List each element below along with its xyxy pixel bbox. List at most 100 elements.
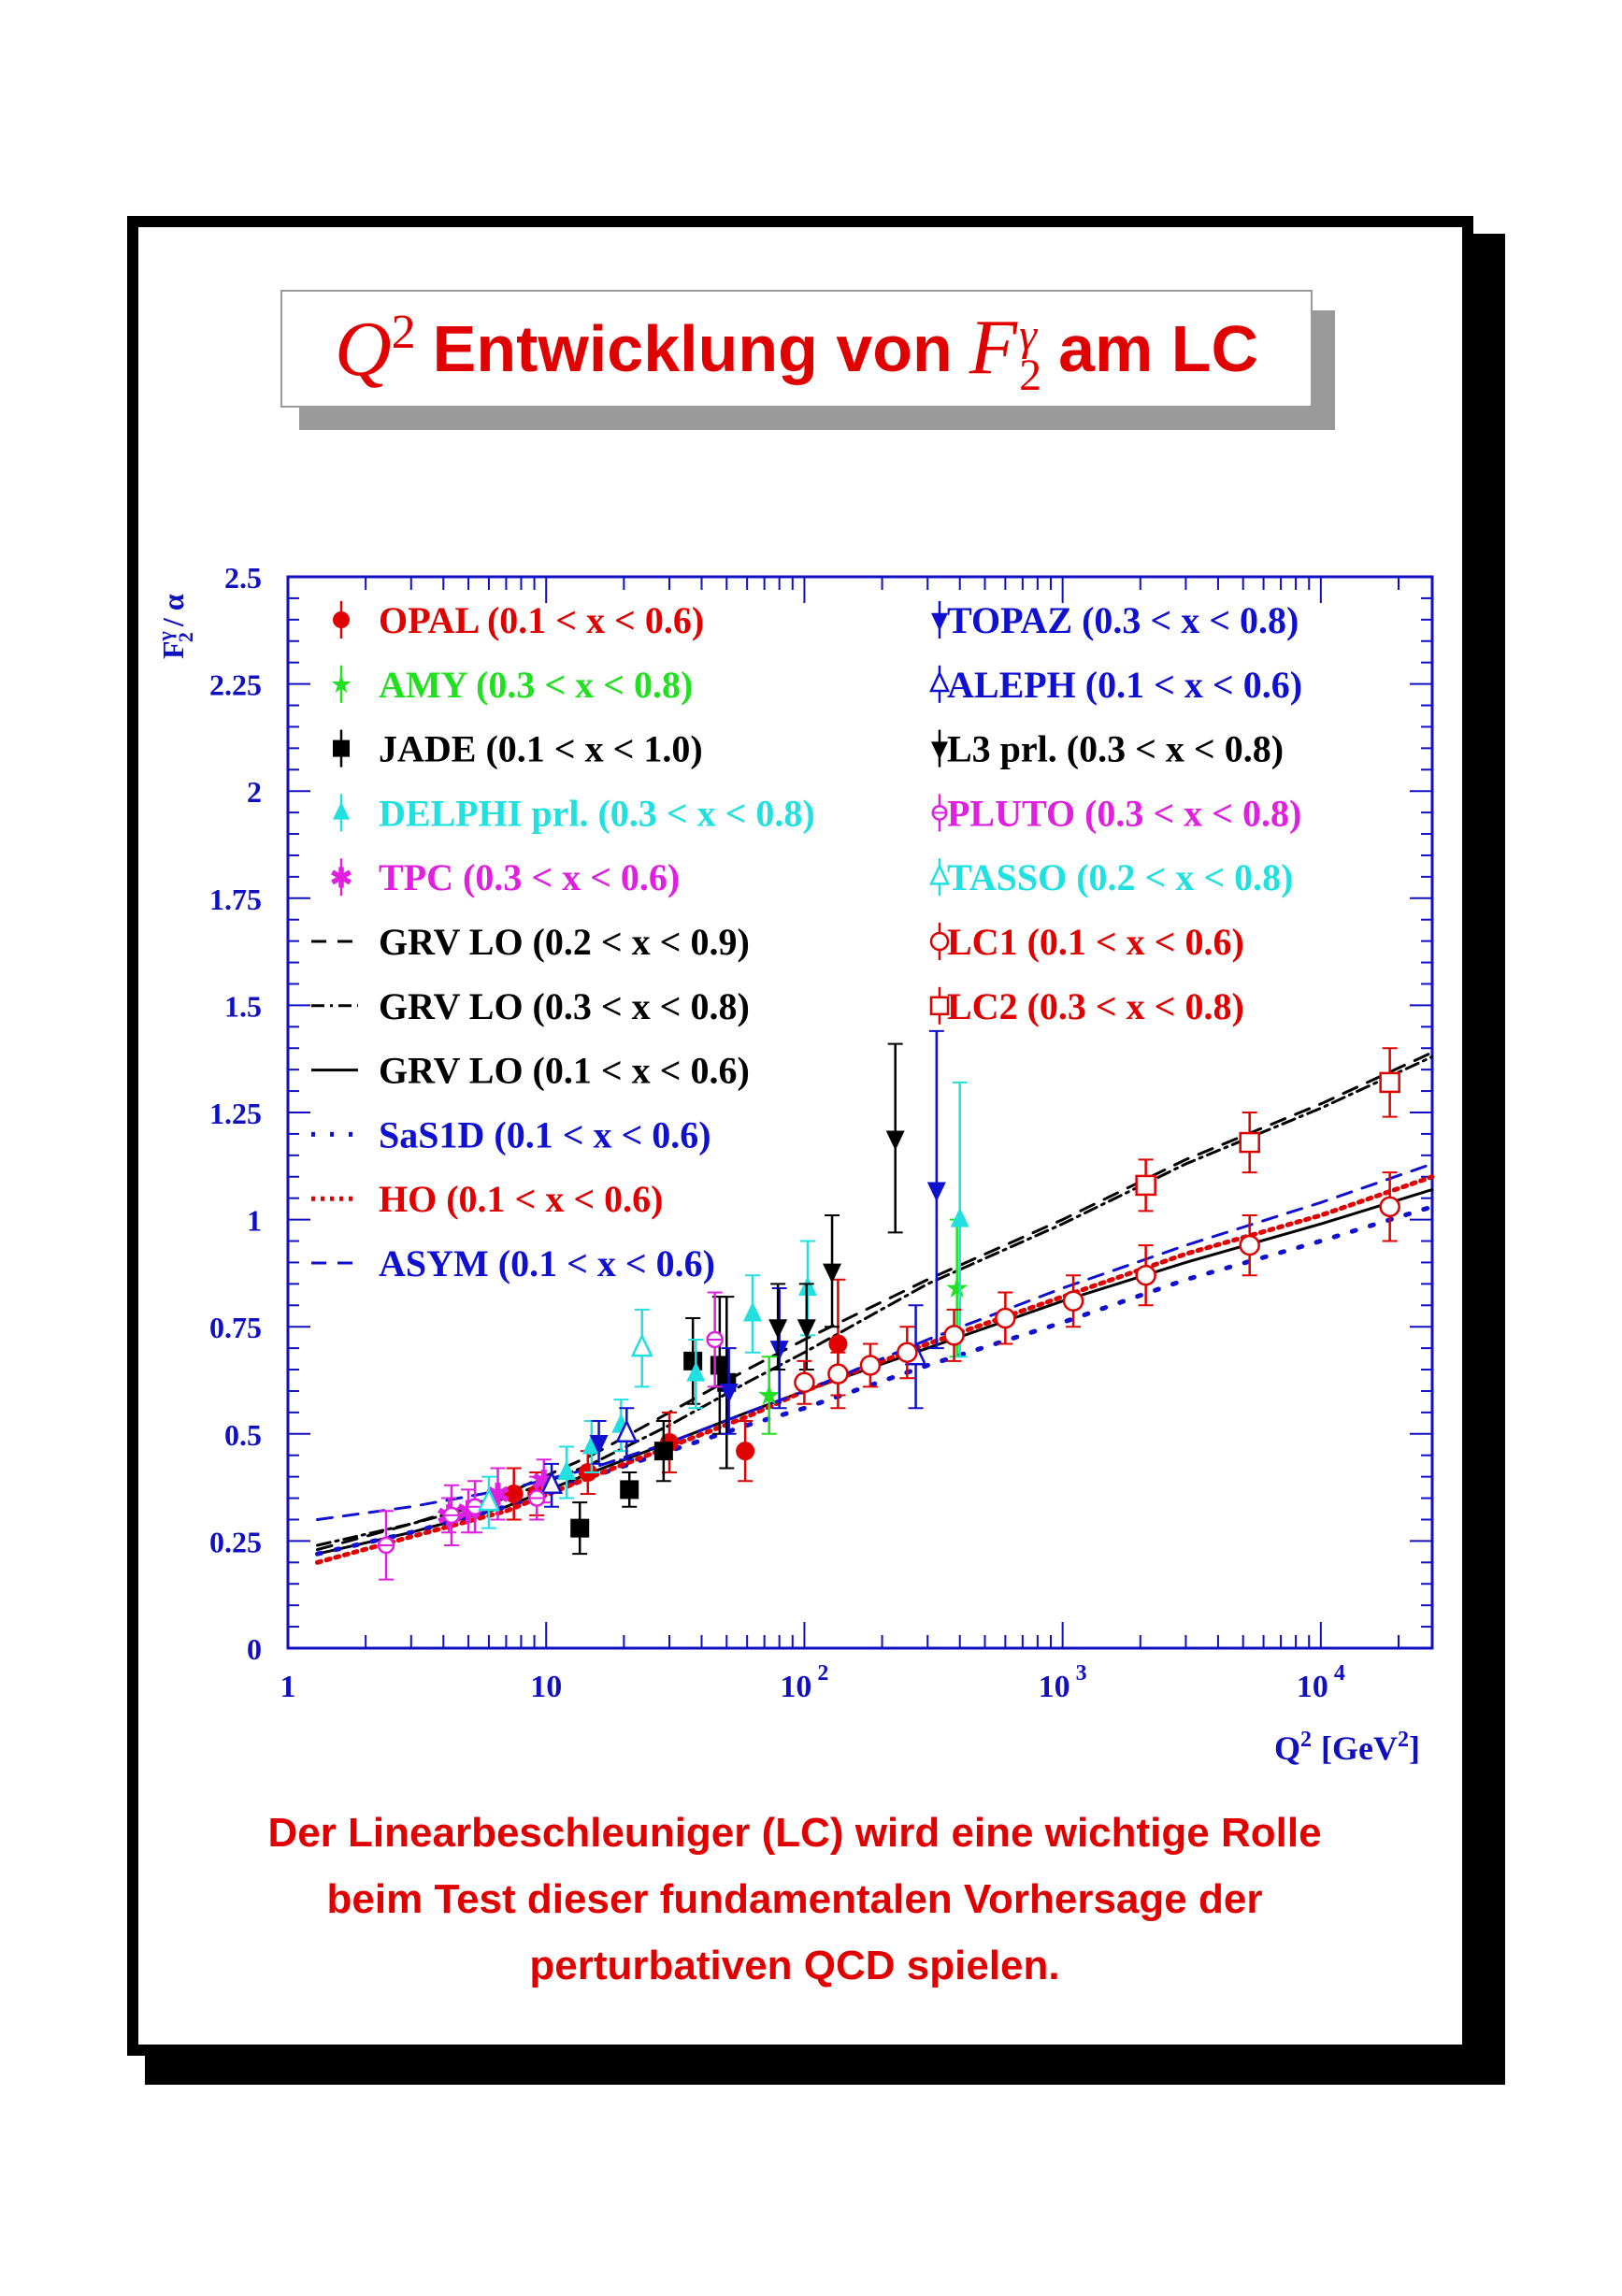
legend-entry: TASSO (0.2 < x < 0.8) (929, 856, 1293, 898)
y-tick-label: 2.25 (209, 668, 262, 702)
data-point (859, 1342, 882, 1388)
marker: ✱ (330, 864, 352, 894)
x-tick-label: 10 (530, 1670, 562, 1704)
marker (333, 611, 350, 628)
marker (929, 863, 950, 885)
y-tick-label: 0.25 (209, 1525, 262, 1558)
marker (1135, 1174, 1156, 1197)
legend-entry: ✱ TPC (0.3 < x < 0.6) (330, 856, 680, 898)
data-point (653, 1420, 673, 1483)
marker (630, 1333, 653, 1357)
legend-entry: GRV LO (0.1 < x < 0.6) (311, 1050, 750, 1092)
legend-entry: OPAL (0.1 < x < 0.6) (333, 599, 704, 641)
marker (885, 1130, 905, 1151)
caption-line-3: perturbativen QCD spielen. (529, 1943, 1060, 1988)
caption-line-2: beim Test dieser fundamentalen Vorhersag… (326, 1876, 1263, 1922)
data-point (794, 1359, 815, 1405)
data-point (1379, 1047, 1400, 1118)
marker (768, 1319, 788, 1340)
x-tick-label: 10 4 (1297, 1661, 1345, 1704)
curve-sas1d (315, 1204, 1435, 1557)
y-tick-label: 2.5 (224, 561, 262, 595)
marker: ★ (756, 1381, 782, 1412)
marker (570, 1518, 590, 1538)
marker (477, 1487, 500, 1512)
marker (504, 1484, 524, 1503)
data-point (885, 1042, 905, 1234)
marker (333, 739, 350, 757)
marker (929, 670, 950, 693)
series-aleph (540, 1304, 927, 1508)
legend-label: LC2 (0.3 < x < 0.8) (947, 985, 1244, 1027)
data-point (630, 1308, 653, 1388)
data-point (995, 1291, 1016, 1345)
legend-label: PLUTO (0.3 < x < 0.8) (947, 792, 1301, 834)
marker (828, 1334, 848, 1354)
curve-grv (316, 1051, 1434, 1552)
marker (995, 1307, 1016, 1329)
marker (620, 1480, 639, 1500)
y-axis-label: Fγ2/ α (153, 594, 197, 659)
marker (1062, 1290, 1084, 1312)
marker (797, 1319, 816, 1340)
curve-grv (316, 1055, 1434, 1547)
legend-label: ASYM (0.1 < x < 0.6) (379, 1242, 715, 1284)
data-point (615, 1407, 639, 1461)
marker (1379, 1196, 1400, 1218)
marker (683, 1351, 703, 1370)
x-tick-label: 1 (280, 1670, 296, 1704)
data-point (377, 1510, 395, 1581)
x-tick-label: 10 2 (780, 1661, 828, 1704)
data-point (557, 1445, 577, 1500)
legend-label: GRV LO (0.2 < x < 0.9) (379, 921, 750, 963)
data-point (706, 1291, 724, 1388)
marker (1239, 1131, 1260, 1154)
data-point (620, 1471, 639, 1508)
legend-entry: TOPAZ (0.3 < x < 0.8) (931, 599, 1299, 641)
title-q2: Q2 (334, 305, 416, 393)
legend-entry: ★ AMY (0.3 < x < 0.8) (330, 664, 693, 706)
marker (1239, 1234, 1260, 1256)
y-tick-label: 1.5 (224, 989, 262, 1023)
marker (686, 1361, 706, 1382)
series-jade (570, 1296, 737, 1556)
marker (540, 1470, 564, 1495)
data-point (736, 1420, 755, 1483)
marker: ★ (330, 670, 352, 698)
marker (736, 1442, 755, 1461)
series-lc1 (794, 1171, 1400, 1405)
x-axis-label: Q2 [GeV2] (1274, 1728, 1420, 1767)
marker (1379, 1071, 1400, 1094)
marker (581, 1434, 601, 1455)
marker (743, 1301, 763, 1322)
y-tick-label: 0 (247, 1632, 262, 1666)
y-tick-label: 1 (247, 1204, 262, 1238)
marker (897, 1342, 918, 1363)
y-tick-label: 0.75 (209, 1311, 262, 1344)
data-point (823, 1214, 842, 1328)
legend-label: JADE (0.1 < x < 1.0) (379, 728, 703, 770)
y-tick-label: 1.75 (209, 883, 262, 916)
curve-asym (316, 1162, 1434, 1521)
legend-label: SaS1D (0.1 < x < 0.6) (379, 1113, 711, 1155)
marker (794, 1371, 815, 1394)
data-point (943, 1308, 965, 1362)
data-point (1379, 1171, 1400, 1242)
legend-entry: LC1 (0.1 < x < 0.6) (929, 921, 1244, 963)
legend-label: GRV LO (0.1 < x < 0.6) (379, 1050, 750, 1092)
legend-entry: GRV LO (0.2 < x < 0.9) (311, 921, 750, 963)
data-point (1135, 1244, 1156, 1307)
legend-entry: LC2 (0.3 < x < 0.8) (929, 985, 1244, 1027)
legend-label: TPC (0.3 < x < 0.6) (379, 856, 680, 898)
legend-label: TOPAZ (0.3 < x < 0.8) (947, 599, 1299, 641)
data-point (683, 1317, 703, 1405)
data-point (504, 1467, 524, 1521)
data-point: ★ (756, 1356, 782, 1435)
marker (1135, 1264, 1156, 1286)
data-point (743, 1274, 763, 1354)
data-point (1239, 1214, 1260, 1277)
legend-entry: ASYM (0.1 < x < 0.6) (311, 1242, 715, 1284)
legend-label: GRV LO (0.3 < x < 0.8) (379, 985, 750, 1027)
